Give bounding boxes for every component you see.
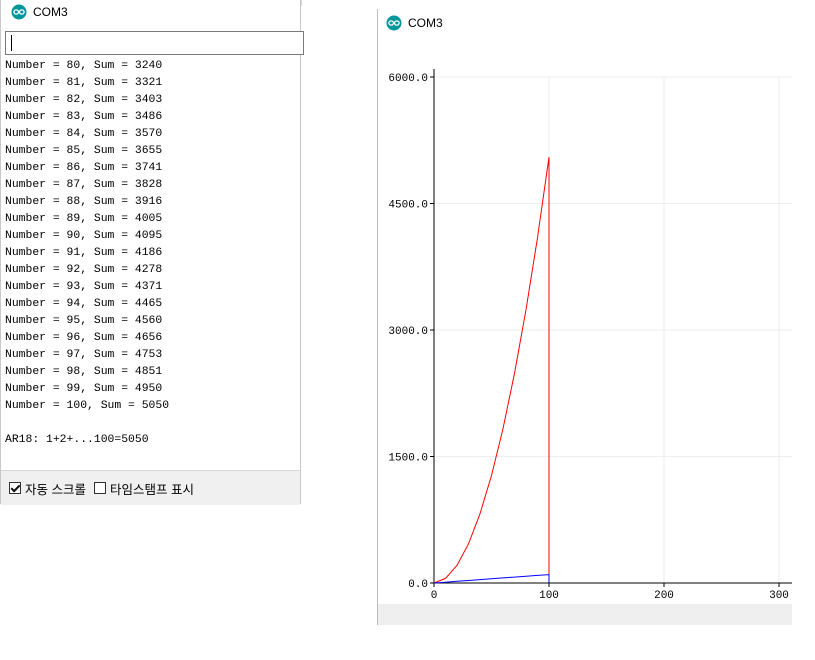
serial-send-input[interactable] — [5, 31, 304, 55]
log-line: Number = 98, Sum = 4851 — [5, 366, 163, 378]
log-line: Number = 91, Sum = 4186 — [5, 247, 163, 259]
log-line: Number = 92, Sum = 4278 — [5, 264, 163, 276]
y-tick-label: 3000.0 — [388, 326, 428, 338]
y-tick-label: 0.0 — [408, 579, 428, 591]
serial-monitor-window: COM3 Number = 80, Sum = 3240 Number = 81,… — [0, 0, 304, 505]
y-tick-label: 4500.0 — [388, 200, 428, 212]
log-line: Number = 82, Sum = 3403 — [5, 94, 163, 106]
plotter-window-title: COM3 — [408, 16, 443, 30]
x-tick-label: 200 — [654, 590, 674, 602]
y-tick-label: 6000.0 — [388, 73, 428, 85]
timestamp-toggle[interactable]: 타임스탬프 표시 — [93, 479, 194, 498]
log-line: Number = 80, Sum = 3240 — [5, 60, 163, 72]
x-tick-label: 0 — [431, 590, 438, 602]
timestamp-label: 타임스탬프 표시 — [109, 482, 194, 497]
log-line: Number = 95, Sum = 4560 — [5, 315, 163, 327]
log-line: Number = 99, Sum = 4950 — [5, 383, 163, 395]
arduino-logo-icon — [11, 4, 27, 20]
plot-area[interactable]: 6000.0 4500.0 3000.0 1500.0 0.00 100 200 300 — [378, 18, 792, 604]
log-line: Number = 88, Sum = 3916 — [5, 196, 163, 208]
autoscroll-checkbox[interactable] — [9, 482, 21, 494]
log-line: Number = 85, Sum = 3655 — [5, 145, 163, 157]
log-line: Number = 94, Sum = 4465 — [5, 298, 163, 310]
plotter-bottom-bar — [378, 604, 792, 625]
log-line: Number = 93, Sum = 4371 — [5, 281, 163, 293]
log-line: AR18: 1+2+...100=5050 — [5, 434, 149, 446]
serial-bottom-bar: 자동 스크롤 타임스탬프 표시 — [1, 470, 300, 505]
background-edge — [301, 0, 302, 6]
series-line — [433, 574, 550, 584]
log-line: Number = 81, Sum = 3321 — [5, 77, 163, 89]
plotter-titlebar: COM3 — [378, 11, 792, 35]
autoscroll-toggle[interactable]: 자동 스크롤 — [9, 479, 86, 498]
timestamp-checkbox[interactable] — [93, 482, 106, 494]
autoscroll-label: 자동 스크롤 — [25, 482, 86, 497]
x-tick-label: 300 — [769, 590, 789, 602]
log-line: Number = 96, Sum = 4656 — [5, 332, 163, 344]
log-line: Number = 97, Sum = 4753 — [5, 349, 163, 361]
serial-window-title: COM3 — [33, 5, 68, 19]
arduino-logo-icon — [386, 15, 402, 31]
y-tick-label: 1500.0 — [388, 453, 428, 465]
log-line: Number = 100, Sum = 5050 — [5, 400, 170, 412]
log-line: Number = 83, Sum = 3486 — [5, 111, 163, 123]
log-line: Number = 89, Sum = 4005 — [5, 213, 163, 225]
serial-plotter-window: COM3 6000.0 4500.0 3000.0 1500.0 0.0 0 100 200 3… — [377, 9, 792, 625]
x-tick-label: 100 — [539, 590, 559, 602]
log-blank-line — [5, 415, 297, 432]
log-line: Number = 90, Sum = 4095 — [5, 230, 163, 242]
log-line: Number = 84, Sum = 3570 — [5, 128, 163, 140]
text-caret — [11, 35, 12, 51]
log-line: Number = 86, Sum = 3741 — [5, 162, 163, 174]
series-line — [433, 157, 550, 584]
serial-titlebar: COM3 — [1, 0, 300, 24]
serial-output-log[interactable]: Number = 80, Sum = 3240 Number = 81, Sum … — [5, 58, 297, 468]
log-line: Number = 87, Sum = 3828 — [5, 179, 163, 191]
